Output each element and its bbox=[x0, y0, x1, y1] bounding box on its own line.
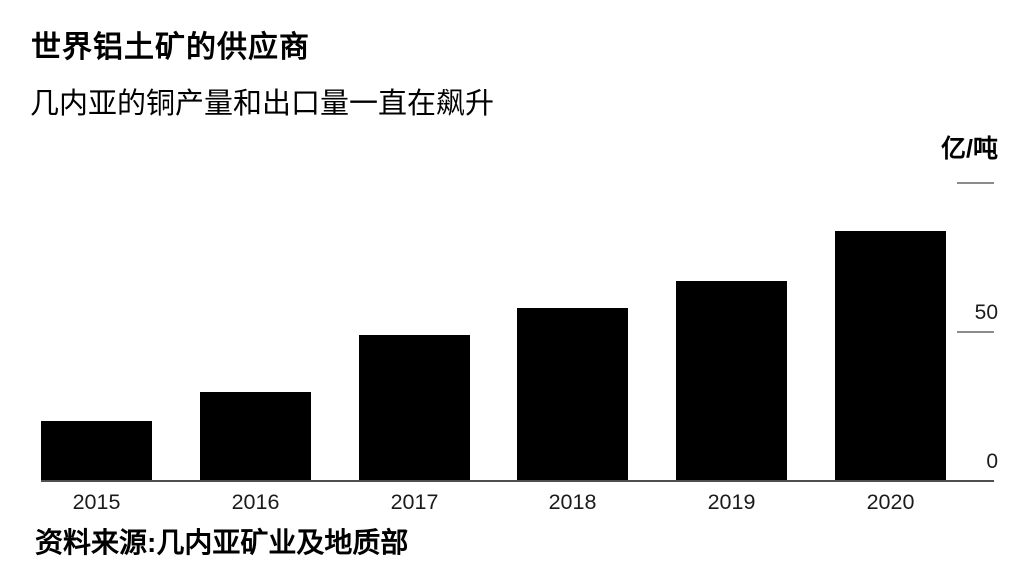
x-axis-label-2017: 2017 bbox=[390, 490, 439, 514]
bar-2018 bbox=[517, 308, 628, 481]
bar-2020 bbox=[835, 231, 946, 481]
x-axis-label-2019: 2019 bbox=[707, 490, 756, 514]
bar-2017 bbox=[359, 335, 470, 481]
y-axis-tick-label-50: 50 bbox=[974, 301, 998, 324]
x-axis-label-2015: 2015 bbox=[72, 490, 121, 514]
bar-2016 bbox=[200, 392, 311, 481]
x-axis-label-2018: 2018 bbox=[548, 490, 597, 514]
chart-subtitle: 几内亚的铜产量和出口量一直在飙升 bbox=[30, 88, 495, 120]
y-axis-tick-label-0: 0 bbox=[986, 450, 998, 473]
bar-2019 bbox=[676, 281, 787, 481]
bar-2015 bbox=[41, 421, 152, 481]
y-axis-tick-100 bbox=[957, 182, 994, 184]
y-axis-unit-label: 亿/吨 bbox=[941, 135, 998, 163]
y-axis-tick-50 bbox=[957, 331, 994, 333]
chart-title: 世界铝土矿的供应商 bbox=[31, 31, 310, 64]
x-axis-label-2020: 2020 bbox=[866, 490, 915, 514]
x-axis-label-2016: 2016 bbox=[231, 490, 280, 514]
source-note: 资料来源:几内亚矿业及地质部 bbox=[35, 527, 409, 558]
x-axis-line bbox=[41, 480, 994, 482]
